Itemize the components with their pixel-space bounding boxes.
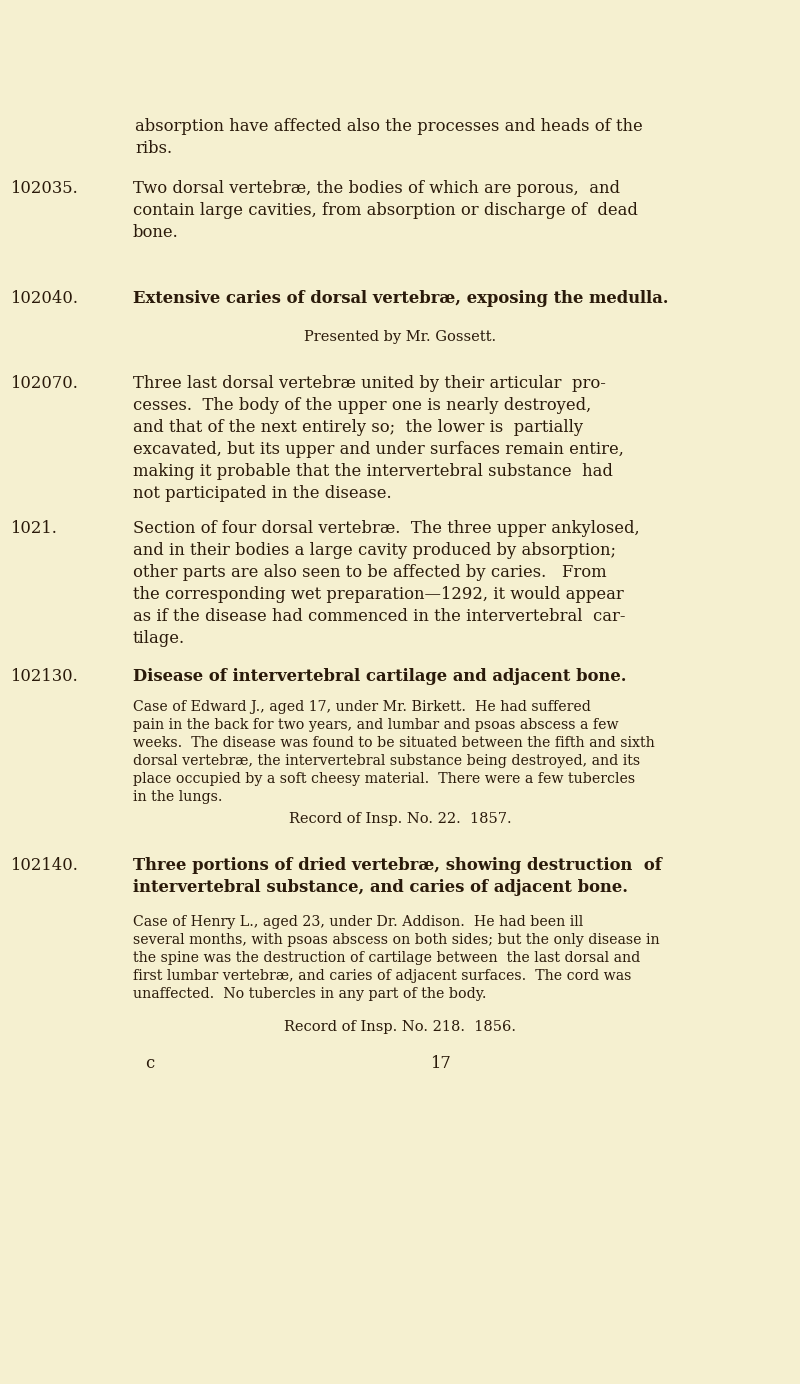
Text: absorption have affected also the processes and heads of the: absorption have affected also the proces…: [135, 118, 642, 136]
Text: weeks.  The disease was found to be situated between the fifth and sixth: weeks. The disease was found to be situa…: [133, 736, 654, 750]
Text: place occupied by a soft cheesy material.  There were a few tubercles: place occupied by a soft cheesy material…: [133, 772, 635, 786]
Text: excavated, but its upper and under surfaces remain entire,: excavated, but its upper and under surfa…: [133, 441, 624, 458]
Text: 102070.: 102070.: [10, 375, 78, 392]
Text: 102035.: 102035.: [10, 180, 78, 197]
Text: Case of Edward J., aged 17, under Mr. Birkett.  He had suffered: Case of Edward J., aged 17, under Mr. Bi…: [133, 700, 591, 714]
Text: pain in the back for two years, and lumbar and psoas abscess a few: pain in the back for two years, and lumb…: [133, 718, 618, 732]
Text: as if the disease had commenced in the intervertebral  car-: as if the disease had commenced in the i…: [133, 608, 626, 626]
Text: unaffected.  No tubercles in any part of the body.: unaffected. No tubercles in any part of …: [133, 987, 486, 1001]
Text: Case of Henry L., aged 23, under Dr. Addison.  He had been ill: Case of Henry L., aged 23, under Dr. Add…: [133, 915, 583, 929]
Text: Record of Insp. No. 218.  1856.: Record of Insp. No. 218. 1856.: [284, 1020, 516, 1034]
Text: 1021.: 1021.: [10, 520, 57, 537]
Text: 17: 17: [430, 1055, 450, 1073]
Text: the corresponding wet preparation—1292, it would appear: the corresponding wet preparation—1292, …: [133, 585, 624, 603]
Text: Record of Insp. No. 22.  1857.: Record of Insp. No. 22. 1857.: [289, 812, 511, 826]
Text: contain large cavities, from absorption or discharge of  dead: contain large cavities, from absorption …: [133, 202, 638, 219]
Text: making it probable that the intervertebral substance  had: making it probable that the intervertebr…: [133, 464, 613, 480]
Text: Three last dorsal vertebræ united by their articular  pro-: Three last dorsal vertebræ united by the…: [133, 375, 606, 392]
Text: 102130.: 102130.: [10, 668, 78, 685]
Text: dorsal vertebræ, the intervertebral substance being destroyed, and its: dorsal vertebræ, the intervertebral subs…: [133, 754, 640, 768]
Text: c: c: [145, 1055, 154, 1073]
Text: Three portions of dried vertebræ, showing destruction  of: Three portions of dried vertebræ, showin…: [133, 857, 662, 875]
Text: Two dorsal vertebræ, the bodies of which are porous,  and: Two dorsal vertebræ, the bodies of which…: [133, 180, 620, 197]
Text: other parts are also seen to be affected by caries.   From: other parts are also seen to be affected…: [133, 565, 606, 581]
Text: and in their bodies a large cavity produced by absorption;: and in their bodies a large cavity produ…: [133, 543, 616, 559]
Text: several months, with psoas abscess on both sides; but the only disease in: several months, with psoas abscess on bo…: [133, 933, 660, 947]
Text: cesses.  The body of the upper one is nearly destroyed,: cesses. The body of the upper one is nea…: [133, 397, 591, 414]
Text: 102140.: 102140.: [10, 857, 78, 875]
Text: in the lungs.: in the lungs.: [133, 790, 222, 804]
Text: tilage.: tilage.: [133, 630, 185, 646]
Text: Disease of intervertebral cartilage and adjacent bone.: Disease of intervertebral cartilage and …: [133, 668, 626, 685]
Text: and that of the next entirely so;  the lower is  partially: and that of the next entirely so; the lo…: [133, 419, 583, 436]
Text: the spine was the destruction of cartilage between  the last dorsal and: the spine was the destruction of cartila…: [133, 951, 640, 965]
Text: Extensive caries of dorsal vertebræ, exposing the medulla.: Extensive caries of dorsal vertebræ, exp…: [133, 291, 669, 307]
Text: first lumbar vertebræ, and caries of adjacent surfaces.  The cord was: first lumbar vertebræ, and caries of adj…: [133, 969, 631, 983]
Text: Section of four dorsal vertebræ.  The three upper ankylosed,: Section of four dorsal vertebræ. The thr…: [133, 520, 640, 537]
Text: bone.: bone.: [133, 224, 178, 241]
Text: ribs.: ribs.: [135, 140, 172, 156]
Text: not participated in the disease.: not participated in the disease.: [133, 484, 392, 502]
Text: 102040.: 102040.: [10, 291, 78, 307]
Text: intervertebral substance, and caries of adjacent bone.: intervertebral substance, and caries of …: [133, 879, 628, 895]
Text: Presented by Mr. Gossett.: Presented by Mr. Gossett.: [304, 329, 496, 345]
